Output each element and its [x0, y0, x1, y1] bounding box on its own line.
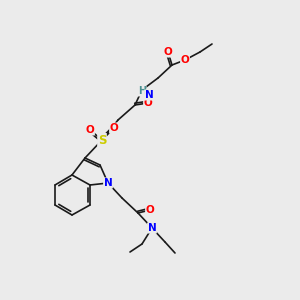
- Text: O: O: [144, 98, 152, 108]
- Text: O: O: [181, 55, 189, 65]
- Text: O: O: [110, 123, 118, 133]
- Text: O: O: [146, 205, 154, 215]
- Text: O: O: [164, 47, 172, 57]
- Text: N: N: [145, 90, 153, 100]
- Text: H: H: [138, 86, 146, 96]
- Text: N: N: [148, 223, 156, 233]
- Text: S: S: [98, 134, 106, 146]
- Text: N: N: [103, 178, 112, 188]
- Text: O: O: [85, 125, 94, 135]
